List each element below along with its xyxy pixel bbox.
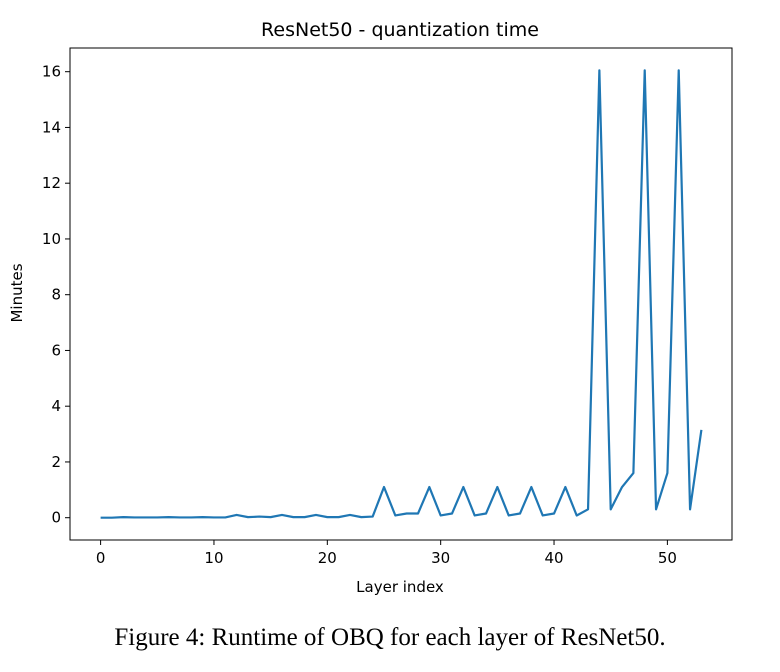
series-line [100, 69, 703, 519]
y-tick-label: 14 [42, 118, 61, 136]
x-tick-label: 30 [431, 549, 450, 567]
x-tick-label: 40 [544, 549, 563, 567]
y-axis-label: Minutes [8, 263, 26, 322]
y-tick-label: 8 [51, 286, 61, 304]
chart-title: ResNet50 - quantization time [261, 19, 539, 41]
x-axis-label: Layer index [356, 578, 444, 596]
y-tick-label: 10 [42, 230, 61, 248]
line-chart: ResNet50 - quantization time Layer index… [8, 19, 733, 596]
figure-caption: Figure 4: Runtime of OBQ for each layer … [114, 624, 666, 651]
y-tick-label: 4 [51, 397, 61, 415]
y-tick-label: 16 [42, 63, 61, 81]
plot-frame [69, 47, 733, 541]
x-tick-label: 0 [96, 549, 106, 567]
x-tick-label: 10 [204, 549, 223, 567]
plot-area [100, 69, 703, 519]
y-tick-label: 12 [42, 174, 61, 192]
y-tick-label: 0 [51, 509, 61, 527]
x-tick-label: 20 [318, 549, 337, 567]
y-tick-label: 6 [51, 341, 61, 359]
x-tick-label: 50 [658, 549, 677, 567]
y-tick-label: 2 [51, 453, 61, 471]
